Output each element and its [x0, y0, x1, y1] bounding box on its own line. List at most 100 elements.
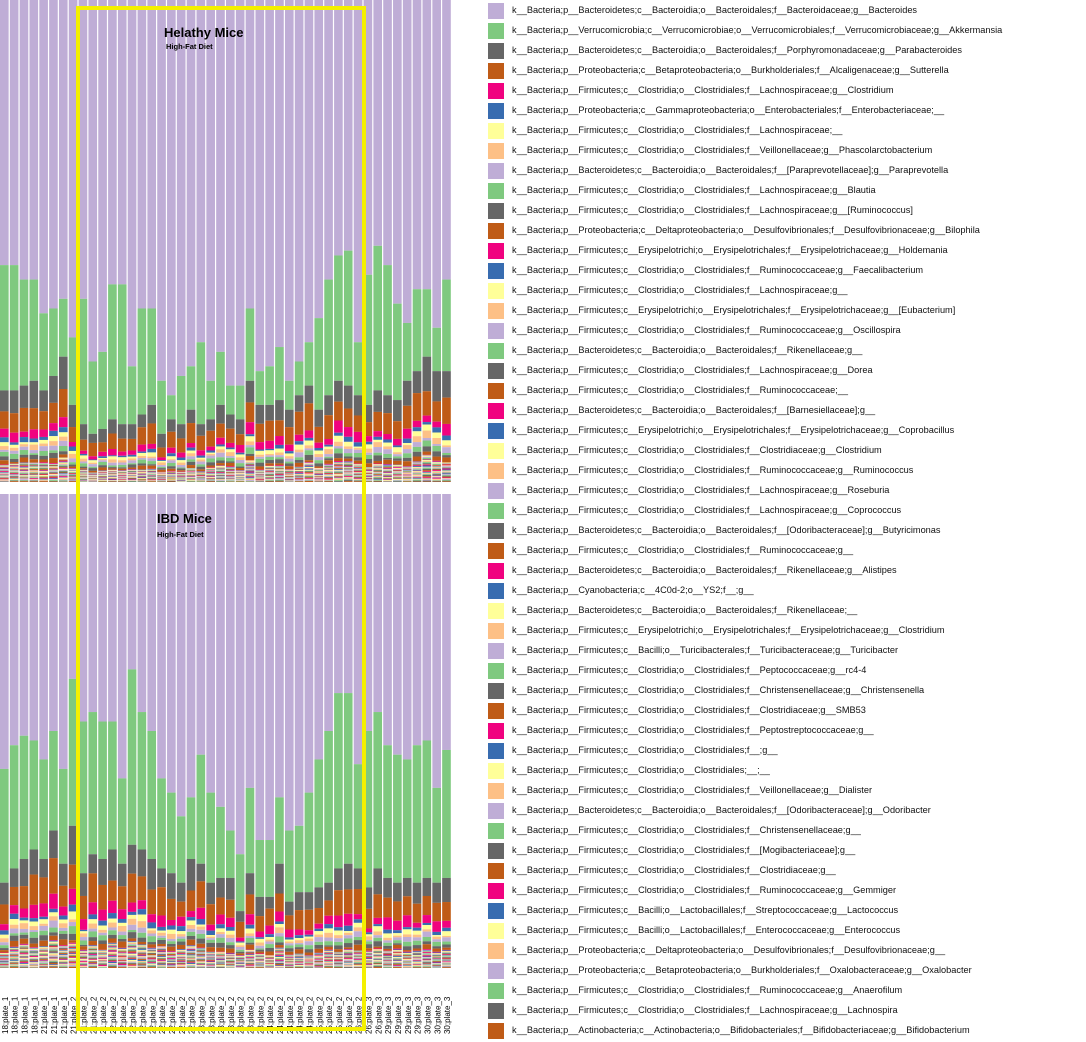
bar-segment	[108, 949, 117, 950]
bar-segment	[128, 941, 137, 942]
bar-segment	[10, 936, 19, 941]
bar-segment	[59, 962, 68, 963]
bar-segment	[354, 963, 363, 964]
bar-segment	[98, 956, 107, 957]
bar-segment	[393, 472, 402, 473]
bar-segment	[206, 958, 215, 959]
bar-segment	[39, 877, 48, 903]
bar-segment	[20, 933, 29, 935]
bar-segment	[423, 431, 432, 438]
bar-segment	[383, 479, 392, 480]
bar-segment	[383, 395, 392, 413]
bar-segment	[413, 937, 422, 940]
bar-segment	[413, 467, 422, 468]
bar-segment	[206, 935, 215, 937]
bar-segment	[324, 900, 333, 915]
bar-segment	[39, 0, 48, 313]
bar-segment	[20, 480, 29, 481]
bar-segment	[39, 965, 48, 966]
bar-segment	[157, 467, 166, 468]
bar-segment	[275, 962, 284, 963]
bar-segment	[413, 966, 422, 967]
bar-segment	[49, 475, 58, 476]
bar-segment	[432, 0, 441, 328]
bar-segment	[49, 932, 58, 935]
bar-segment	[187, 474, 196, 475]
bar-segment	[98, 964, 107, 965]
bar-segment	[354, 966, 363, 967]
legend-label: k__Bacteria;p__Proteobacteria;c__Deltapr…	[512, 945, 945, 955]
x-tick-label: 18;plate_1	[11, 996, 20, 1034]
bar-segment	[344, 437, 353, 442]
bar-segment	[10, 468, 19, 469]
bar-segment	[275, 964, 284, 965]
bar-segment	[314, 953, 323, 954]
bar-segment	[128, 468, 137, 469]
bar-segment	[128, 450, 137, 454]
healthy-mice-subtitle: High-Fat Diet	[166, 42, 213, 51]
bar-segment	[383, 477, 392, 478]
bar-segment	[10, 413, 19, 432]
bar-segment	[236, 477, 245, 478]
bar-segment	[39, 954, 48, 955]
legend-swatch	[488, 423, 504, 439]
bar-segment	[88, 953, 97, 954]
bar-segment	[20, 935, 29, 939]
bar-segment	[314, 966, 323, 967]
legend-label: k__Bacteria;p__Firmicutes;c__Bacilli;o__…	[512, 905, 898, 915]
bar-segment	[442, 494, 451, 750]
bar-segment	[295, 944, 304, 947]
legend-swatch	[488, 243, 504, 259]
bar-segment	[157, 953, 166, 954]
bar-segment	[442, 473, 451, 474]
bar-segment	[157, 465, 166, 467]
bar-segment	[393, 465, 402, 466]
bar-segment	[147, 964, 156, 965]
bar-segment	[88, 467, 97, 468]
bar-segment	[197, 908, 206, 919]
bar-segment	[334, 470, 343, 471]
bar-segment	[157, 956, 166, 957]
bar-segment	[393, 458, 402, 460]
bar-segment	[423, 0, 432, 289]
legend-item: k__Bacteria;p__Firmicutes;c__Clostridia;…	[486, 442, 1082, 462]
bar-segment	[275, 924, 284, 927]
bar-segment	[59, 464, 68, 465]
bar-segment	[305, 480, 314, 481]
bar-segment	[246, 470, 255, 471]
bar-segment	[246, 962, 255, 963]
bar-segment	[432, 472, 441, 473]
x-tick-label: 21;plate_1	[50, 996, 59, 1034]
bar-segment	[29, 475, 38, 476]
legend-item: k__Bacteria;p__Cyanobacteria;c__4C0d-2;o…	[486, 582, 1082, 602]
bar-segment	[128, 950, 137, 951]
bar-segment	[167, 479, 176, 480]
bar-segment	[98, 944, 107, 950]
bar-segment	[442, 474, 451, 475]
bar-segment	[98, 459, 107, 460]
bar-segment	[285, 0, 294, 381]
bar-segment	[128, 964, 137, 965]
bar-segment	[29, 465, 38, 466]
bar-segment	[393, 963, 402, 964]
bar-segment	[10, 941, 19, 947]
bar-segment	[314, 908, 323, 924]
bar-segment	[49, 940, 58, 941]
bar-segment	[373, 957, 382, 958]
bar-segment	[373, 455, 382, 461]
bar-segment	[59, 460, 68, 461]
bar-segment	[10, 475, 19, 476]
bar-segment	[295, 957, 304, 958]
bar-segment	[157, 958, 166, 959]
bar-segment	[147, 936, 156, 942]
bar-segment	[393, 456, 402, 458]
bar-segment	[0, 953, 9, 954]
legend-swatch	[488, 943, 504, 959]
bar-segment	[246, 462, 255, 463]
bar-segment	[197, 436, 206, 450]
bar-segment	[167, 793, 176, 874]
bar-segment	[393, 494, 402, 755]
bar-segment	[167, 471, 176, 472]
bar-segment	[0, 437, 9, 442]
bar-segment	[108, 477, 117, 478]
